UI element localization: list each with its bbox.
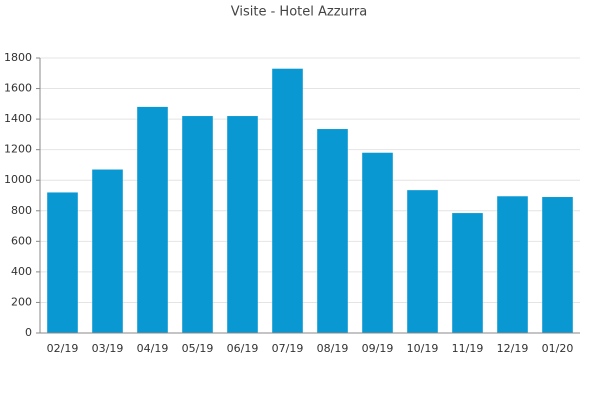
- y-tick-label: 600: [11, 234, 32, 247]
- x-tick-label: 11/19: [452, 342, 484, 355]
- bar: [317, 129, 348, 333]
- bar: [407, 190, 438, 333]
- bar: [497, 196, 528, 333]
- x-tick-label: 09/19: [362, 342, 394, 355]
- x-tick-label: 06/19: [227, 342, 259, 355]
- bar: [182, 116, 213, 333]
- y-tick-label: 1600: [4, 82, 32, 95]
- x-tick-label: 04/19: [137, 342, 169, 355]
- x-tick-label: 03/19: [92, 342, 124, 355]
- x-tick-label: 07/19: [272, 342, 304, 355]
- bar: [47, 192, 78, 333]
- y-tick-label: 200: [11, 295, 32, 308]
- y-tick-label: 1000: [4, 173, 32, 186]
- y-tick-label: 1400: [4, 112, 32, 125]
- bar: [137, 106, 168, 333]
- x-tick-label: 08/19: [317, 342, 349, 355]
- bar: [227, 116, 258, 333]
- x-tick-label: 02/19: [47, 342, 79, 355]
- y-tick-label: 0: [25, 326, 32, 339]
- x-tick-label: 01/20: [542, 342, 574, 355]
- x-tick-label: 12/19: [497, 342, 529, 355]
- y-tick-label: 1800: [4, 51, 32, 64]
- y-tick-label: 800: [11, 204, 32, 217]
- bar: [362, 152, 393, 333]
- y-tick-label: 400: [11, 265, 32, 278]
- bar: [272, 68, 303, 333]
- x-tick-label: 05/19: [182, 342, 214, 355]
- bar: [542, 197, 573, 333]
- chart-title: Visite - Hotel Azzurra: [231, 5, 367, 20]
- bar: [452, 213, 483, 333]
- bar: [92, 169, 123, 333]
- x-tick-label: 10/19: [407, 342, 439, 355]
- y-tick-label: 1200: [4, 143, 32, 156]
